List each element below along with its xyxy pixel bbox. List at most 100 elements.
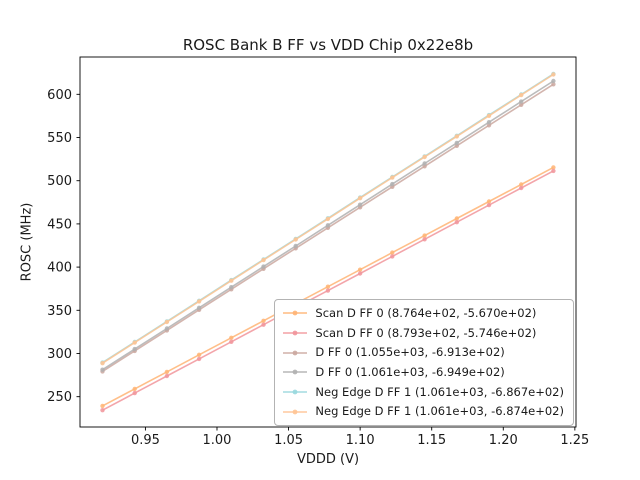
series-marker-5 [390, 175, 395, 180]
series-marker-0 [390, 250, 395, 255]
series-marker-1 [132, 390, 137, 396]
legend-line-swatch [283, 310, 308, 316]
legend-entry: D FF 0 (1.055e+03, -6.913e+02) [282, 344, 564, 361]
series-marker-0 [325, 284, 331, 289]
series-marker-0 [551, 165, 556, 170]
series-marker-5 [293, 237, 298, 242]
legend-entry: D FF 0 (1.061e+03, -6.949e+02) [282, 364, 564, 381]
series-marker-1 [519, 185, 524, 191]
series-marker-2 [519, 102, 524, 108]
series-marker-1 [261, 322, 266, 327]
series-marker-5 [229, 278, 234, 283]
series-marker-0 [164, 369, 170, 375]
series-marker-5 [164, 319, 170, 325]
series-marker-3 [164, 326, 170, 331]
legend-entry: Neg Edge D FF 1 (1.061e+03, -6.874e+02) [282, 403, 564, 420]
x-tick-label: 1.10 [346, 433, 375, 448]
series-marker-3 [229, 285, 234, 290]
legend-entry: Neg Edge D FF 1 (1.061e+03, -6.867e+02) [282, 384, 564, 401]
y-tick-label: 300 [47, 347, 72, 362]
series-marker-0 [100, 403, 105, 409]
y-tick-label: 350 [47, 304, 72, 319]
series-marker-0 [519, 182, 524, 187]
series-marker-5 [486, 113, 492, 119]
series-marker-3 [100, 367, 105, 372]
legend-line-swatch [283, 350, 308, 356]
axes-frame [79, 56, 577, 428]
series-marker-3 [325, 223, 331, 228]
x-tick-label: 1.05 [274, 433, 303, 448]
series-marker-1 [164, 373, 170, 379]
x-tick-label: 1.25 [560, 433, 589, 448]
series-marker-3 [132, 346, 137, 352]
series-marker-5 [261, 257, 266, 263]
series-marker-1 [422, 237, 427, 242]
series-marker-0 [261, 318, 266, 323]
series-marker-0 [196, 352, 202, 357]
series-marker-2 [486, 123, 492, 128]
y-axis-label: ROSC (MHz) [19, 202, 35, 282]
series-marker-3 [196, 305, 202, 310]
series-marker-3 [390, 181, 395, 187]
legend-label: Scan D FF 0 (8.764e+02, -5.670e+02) [315, 305, 537, 320]
legend-line-swatch [283, 389, 308, 395]
y-tick-label: 500 [47, 174, 72, 189]
series-marker-3 [454, 140, 459, 146]
legend-line-swatch [283, 369, 308, 375]
series-marker-3 [519, 99, 524, 104]
series-marker-3 [422, 161, 427, 166]
x-tick-label: 1.20 [489, 433, 518, 448]
series-marker-5 [422, 154, 427, 160]
x-tick-label: 1.00 [203, 433, 232, 448]
series-marker-1 [357, 271, 363, 276]
series-marker-5 [196, 299, 202, 304]
series-marker-1 [454, 220, 459, 225]
series-marker-1 [551, 168, 556, 174]
legend-line-swatch [283, 330, 308, 336]
series-marker-1 [100, 408, 105, 413]
series-marker-1 [229, 339, 234, 344]
y-tick-label: 550 [47, 131, 72, 146]
series-marker-3 [293, 243, 298, 249]
series-marker-5 [325, 216, 331, 222]
legend-entry: Scan D FF 0 (8.764e+02, -5.670e+02) [282, 305, 564, 322]
series-marker-1 [325, 288, 331, 293]
legend-label: D FF 0 (1.061e+03, -6.949e+02) [315, 364, 505, 379]
legend-label: D FF 0 (1.055e+03, -6.913e+02) [315, 345, 505, 360]
chart-title: ROSC Bank B FF vs VDD Chip 0x22e8b [182, 36, 474, 54]
series-marker-0 [229, 335, 234, 340]
series-marker-1 [196, 356, 202, 362]
legend: Scan D FF 0 (8.764e+02, -5.670e+02) Scan … [274, 298, 574, 426]
legend-label: Neg Edge D FF 1 (1.061e+03, -6.874e+02) [315, 404, 564, 419]
series-marker-1 [390, 254, 395, 259]
x-axis-label: VDDD (V) [296, 452, 360, 467]
series-marker-5 [519, 92, 524, 98]
series-marker-1 [486, 202, 492, 208]
legend-line-swatch [283, 409, 308, 415]
series-marker-0 [454, 216, 459, 221]
series-marker-5 [357, 196, 363, 201]
series-marker-5 [454, 134, 459, 139]
series-marker-0 [486, 199, 492, 204]
x-tick-label: 0.95 [131, 433, 160, 448]
series-marker-2 [551, 82, 556, 87]
series-marker-3 [551, 78, 556, 84]
legend-label: Neg Edge D FF 1 (1.061e+03, -6.867e+02) [315, 384, 564, 399]
y-tick-label: 450 [47, 217, 72, 232]
series-marker-0 [422, 233, 427, 238]
series-marker-5 [132, 340, 137, 345]
series-marker-5 [100, 361, 105, 366]
series-marker-3 [486, 120, 492, 125]
series-marker-0 [357, 267, 363, 272]
series-marker-3 [261, 264, 266, 269]
series-marker-0 [132, 386, 137, 392]
legend-label: Scan D FF 0 (8.793e+02, -5.746e+02) [315, 325, 537, 340]
legend-entry: Scan D FF 0 (8.793e+02, -5.746e+02) [282, 325, 564, 342]
y-tick-label: 250 [47, 390, 72, 405]
y-tick-label: 600 [47, 88, 72, 103]
series-marker-5 [551, 72, 556, 77]
y-tick-label: 400 [47, 261, 72, 276]
x-tick-label: 1.15 [417, 433, 446, 448]
